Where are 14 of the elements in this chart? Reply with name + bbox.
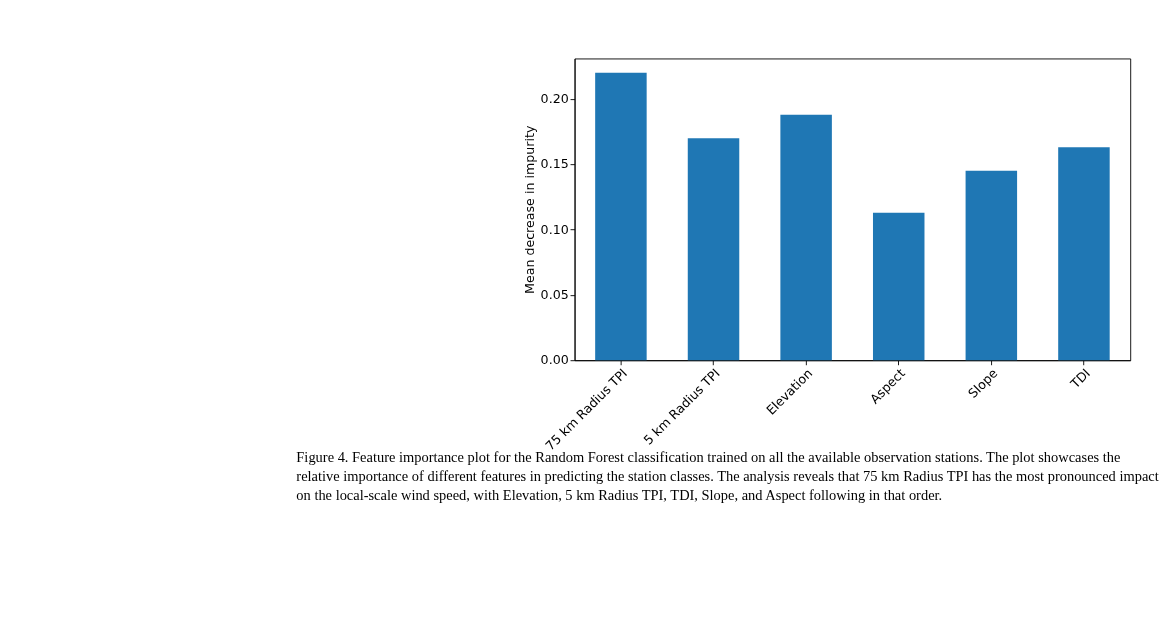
bar [595,72,647,361]
y-tick-label: 0.10 [540,221,569,237]
bar [1058,147,1110,361]
y-tick-label: 0.20 [540,91,569,107]
bar [687,138,740,361]
x-tick-label: TDI [1066,365,1094,392]
y-tick-label: 0.15 [540,156,569,172]
caption: Figure 4. Feature importance plot for the Random Forest classification trained on all the available observation stations. The plot showcases the relative importance of different features in predicting the station classes. The analysis reveals that 75 km Radius TPI has the most pronounced impact on the local-scale wind speed, with Elevation, 5 km Radius TPI, TDI, Slope, and Aspect following in that order. [296,449,1159,504]
y-tick-label: 0.00 [540,352,569,368]
bar [872,212,925,361]
y-tick-label: 0.05 [540,287,569,302]
y-axis-title: Mean decrease in impurity [522,125,538,295]
bar [965,170,1018,361]
bar [780,114,832,361]
